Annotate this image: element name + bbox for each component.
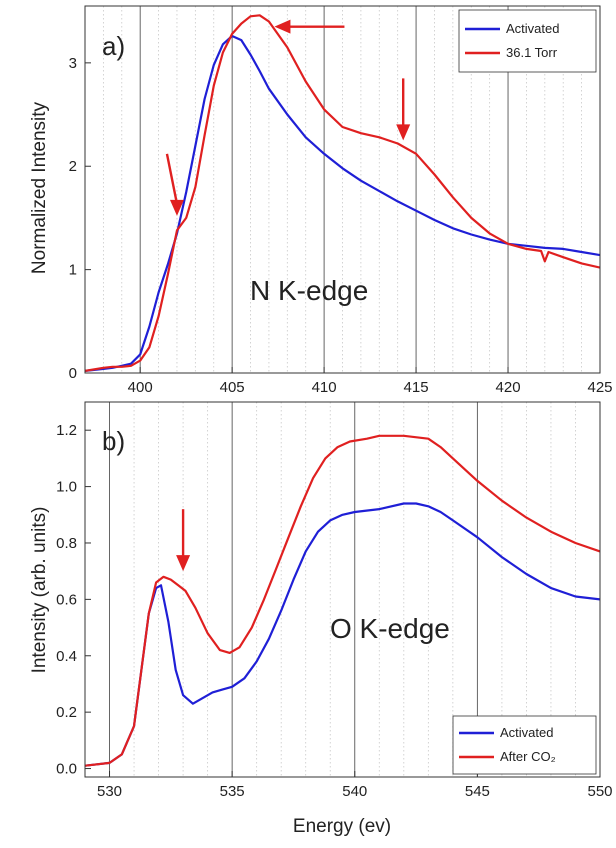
y-tick-label: 2 <box>69 158 77 175</box>
grid-b <box>84 402 576 777</box>
annotation-arrow-head <box>274 19 291 34</box>
y-tick-label: 0.2 <box>56 704 77 721</box>
edge-annotation-b: O K-edge <box>330 613 450 644</box>
series-group-a <box>85 14 600 372</box>
y-tick-label: 1 <box>69 262 77 279</box>
y-tick-label: 0.8 <box>56 535 77 552</box>
legend-label-activated-a: Activated <box>506 21 559 36</box>
legend-a: Activated 36.1 Torr <box>458 9 597 73</box>
x-tick-label: 535 <box>220 783 245 800</box>
x-tick-label: 420 <box>496 379 521 396</box>
annotation-arrow-head <box>169 199 184 216</box>
x-tick-label: 400 <box>128 379 153 396</box>
x-tick-label: 545 <box>465 783 490 800</box>
ticks-b: 530 535 540 545 550 0.0 0.2 0.4 0.6 0.8 1.0 1.2 <box>56 422 612 800</box>
ticks-a: 400 405 410 415 420 425 0 1 2 3 <box>69 55 613 396</box>
series-line-activated <box>85 34 600 372</box>
y-tick-label: 0.4 <box>56 648 77 665</box>
legend-box-a <box>458 9 597 73</box>
x-axis-label-b: Energy (ev) <box>293 816 391 837</box>
series-line-treated <box>85 14 600 372</box>
legend-b: Activated After CO₂ <box>452 715 597 775</box>
y-tick-label: 1.2 <box>56 422 77 439</box>
arrows-a <box>165 19 411 216</box>
x-tick-label: 410 <box>312 379 337 396</box>
y-tick-label: 1.0 <box>56 479 77 496</box>
legend-label-co2-b: After CO₂ <box>500 749 556 764</box>
series-line-activated <box>85 502 600 767</box>
plot-frame-a <box>84 5 601 374</box>
legend-box-b <box>452 715 597 775</box>
x-tick-label: 415 <box>404 379 429 396</box>
y-tick-label: 3 <box>69 55 77 72</box>
x-tick-label: 405 <box>220 379 245 396</box>
y-tick-label: 0 <box>69 365 77 382</box>
x-tick-label: 550 <box>587 783 612 800</box>
y-tick-label: 0.0 <box>56 761 77 778</box>
annotation-arrow-shaft <box>165 153 179 205</box>
arrows-b <box>176 509 191 572</box>
plot-frame-b <box>84 401 601 778</box>
y-tick-label: 0.6 <box>56 591 77 608</box>
y-axis-label-a: Normalized Intensity <box>29 101 50 274</box>
y-axis-label-b: Intensity (arb. units) <box>29 507 50 674</box>
panel-label-a: a) <box>102 31 125 61</box>
legend-label-activated-b: Activated <box>500 725 553 740</box>
annotation-arrow-head <box>396 124 411 141</box>
x-tick-label: 425 <box>587 379 612 396</box>
x-tick-label: 540 <box>342 783 367 800</box>
legend-label-torr-a: 36.1 Torr <box>506 45 558 60</box>
edge-annotation-a: N K-edge <box>250 275 368 306</box>
panel-label-b: b) <box>102 426 125 456</box>
x-tick-label: 530 <box>97 783 122 800</box>
series-line-treated <box>85 434 600 767</box>
panel-a: 400 405 410 415 420 425 0 1 2 3 a) N K-edge Norma… <box>29 5 613 396</box>
annotation-arrow-head <box>176 555 191 572</box>
series-group-b <box>85 434 600 767</box>
